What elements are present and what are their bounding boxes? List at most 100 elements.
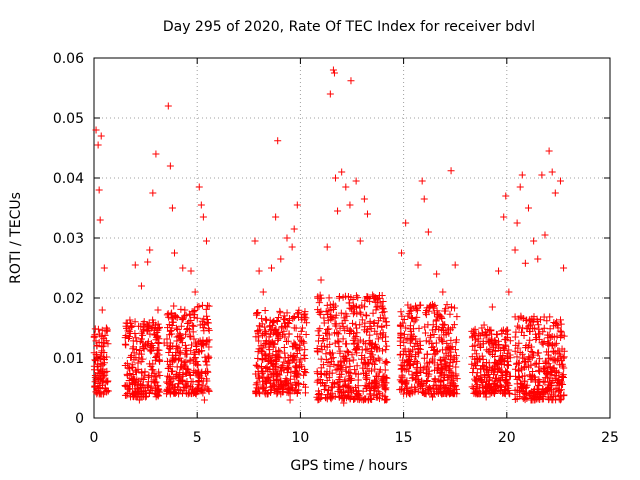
data-point <box>548 396 556 404</box>
data-point <box>469 342 477 350</box>
data-point <box>493 382 501 390</box>
data-point <box>486 383 494 391</box>
data-point <box>544 351 552 359</box>
data-point <box>263 374 271 382</box>
data-point <box>342 354 350 362</box>
data-point <box>197 201 205 209</box>
data-point <box>202 237 210 245</box>
data-point <box>551 189 559 197</box>
data-point <box>376 366 384 374</box>
data-point <box>166 375 174 383</box>
data-point <box>550 364 558 372</box>
data-point <box>329 66 337 74</box>
data-point <box>533 334 541 342</box>
data-point <box>266 339 274 347</box>
data-point <box>168 309 176 317</box>
data-point <box>361 323 369 331</box>
data-point <box>184 320 192 328</box>
data-point <box>491 347 499 355</box>
data-point <box>316 325 324 333</box>
data-point <box>468 360 476 368</box>
data-point <box>172 355 180 363</box>
data-point <box>451 389 459 397</box>
data-point <box>544 331 552 339</box>
data-point <box>251 237 259 245</box>
data-point <box>92 337 100 345</box>
data-point <box>554 324 562 332</box>
data-point <box>314 294 322 302</box>
data-point <box>198 368 206 376</box>
data-point <box>362 385 370 393</box>
data-point <box>413 304 421 312</box>
data-point <box>160 339 168 347</box>
data-point <box>186 332 194 340</box>
data-point <box>190 335 198 343</box>
data-point <box>505 381 513 389</box>
data-point <box>383 342 391 350</box>
data-point <box>515 359 523 367</box>
data-point <box>283 309 291 317</box>
data-point <box>165 364 173 372</box>
data-point <box>95 390 103 398</box>
data-point <box>488 303 496 311</box>
data-point <box>361 354 369 362</box>
data-point <box>315 390 323 398</box>
data-point <box>263 316 271 324</box>
data-point <box>496 387 504 395</box>
data-point <box>439 346 447 354</box>
data-point <box>181 312 189 320</box>
data-point <box>502 192 510 200</box>
data-point <box>299 338 307 346</box>
data-point <box>146 246 154 254</box>
data-point <box>323 368 331 376</box>
data-point <box>560 264 568 272</box>
data-point <box>291 340 299 348</box>
data-point <box>531 392 539 400</box>
data-point <box>374 345 382 353</box>
data-point <box>91 325 99 333</box>
data-point <box>530 237 538 245</box>
data-point <box>262 364 270 372</box>
data-point <box>152 378 160 386</box>
data-point <box>558 331 566 339</box>
data-point <box>513 219 521 227</box>
data-point <box>430 309 438 317</box>
data-point <box>496 358 504 366</box>
data-point <box>376 356 384 364</box>
data-point <box>346 201 354 209</box>
data-point <box>486 345 494 353</box>
data-point <box>371 365 379 373</box>
data-point <box>154 351 162 359</box>
data-point <box>412 357 420 365</box>
data-point <box>437 356 445 364</box>
data-point <box>541 231 549 239</box>
data-point <box>513 386 521 394</box>
data-point <box>172 324 180 332</box>
data-point <box>350 339 358 347</box>
data-point <box>400 330 408 338</box>
data-point <box>269 381 277 389</box>
data-point <box>263 390 271 398</box>
data-point <box>147 382 155 390</box>
data-point <box>401 380 409 388</box>
data-point <box>328 369 336 377</box>
data-point <box>187 347 195 355</box>
data-point <box>438 337 446 345</box>
data-point <box>101 369 109 377</box>
data-point <box>268 383 276 391</box>
data-point <box>336 370 344 378</box>
data-point <box>122 324 130 332</box>
data-point <box>302 314 310 322</box>
data-point <box>346 326 354 334</box>
data-point <box>536 316 544 324</box>
data-point <box>498 369 506 377</box>
data-point <box>433 366 441 374</box>
data-point <box>92 126 100 134</box>
data-point <box>318 371 326 379</box>
data-point <box>263 363 271 371</box>
data-point <box>471 346 479 354</box>
data-point <box>265 343 273 351</box>
data-point <box>269 369 277 377</box>
data-point <box>280 315 288 323</box>
data-point <box>444 326 452 334</box>
